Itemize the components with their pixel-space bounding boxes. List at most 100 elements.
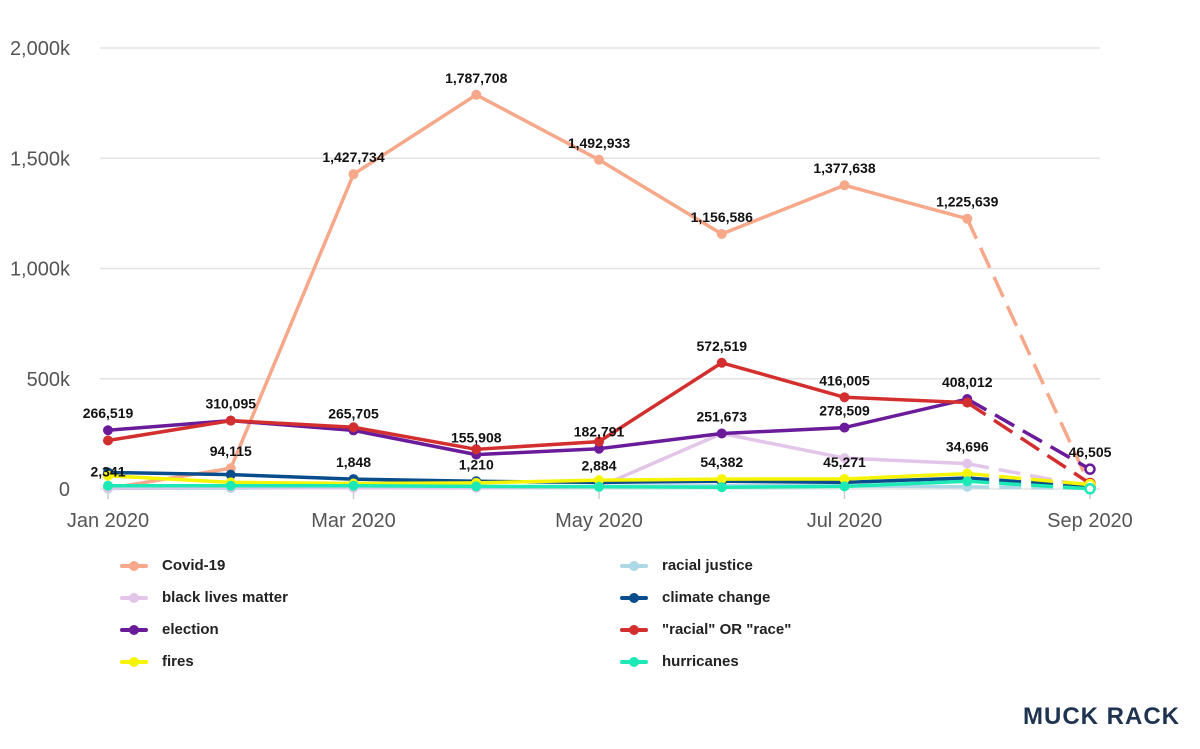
data-point[interactable] xyxy=(348,422,359,433)
series-line xyxy=(107,361,968,452)
legend-swatch xyxy=(620,560,648,571)
x-tick-label: Jan 2020 xyxy=(67,510,149,532)
data-label: 182,791 xyxy=(574,424,625,440)
y-tick-label: 1,500k xyxy=(10,148,71,170)
data-label: 54,382 xyxy=(700,454,743,470)
data-point[interactable] xyxy=(716,428,727,439)
muck-rack-logo: MUCK RACK xyxy=(1023,703,1180,730)
data-point[interactable] xyxy=(103,470,113,481)
y-tick-label: 2,000k xyxy=(10,38,71,60)
series-line xyxy=(107,471,968,486)
data-label: 94,115 xyxy=(210,443,252,459)
data-label: 408,012 xyxy=(942,374,993,390)
data-label: 155,908 xyxy=(451,430,502,446)
series-lines xyxy=(103,89,1096,495)
data-label: 2,884 xyxy=(581,457,616,473)
data-point[interactable] xyxy=(225,415,236,426)
data-label: 572,519 xyxy=(696,338,747,354)
legend-item[interactable]: hurricanes xyxy=(620,651,920,672)
y-tick-label: 1,000k xyxy=(10,259,71,281)
series-6 xyxy=(103,468,1096,491)
data-label: 266,519 xyxy=(83,405,134,421)
series-forecast-line xyxy=(965,218,1092,487)
legend-label: "racial" OR "race" xyxy=(662,621,792,638)
legend-label: Covid-19 xyxy=(162,557,226,574)
legend-label: election xyxy=(162,621,219,638)
legend-swatch xyxy=(120,624,148,635)
legend-item[interactable]: election xyxy=(120,619,620,640)
legend-swatch xyxy=(620,592,648,603)
series-5 xyxy=(103,357,1096,490)
data-point[interactable] xyxy=(839,392,850,403)
data-point[interactable] xyxy=(839,180,850,191)
data-point[interactable] xyxy=(103,425,113,436)
legend-swatch xyxy=(620,624,648,635)
data-label: 310,095 xyxy=(205,396,256,412)
data-point[interactable] xyxy=(594,436,604,447)
legend-item[interactable]: racial justice xyxy=(620,555,920,576)
data-label: 1,848 xyxy=(336,454,371,470)
legend-label: black lives matter xyxy=(162,589,288,606)
series-forecast-line xyxy=(967,471,1091,487)
data-point[interactable] xyxy=(839,481,850,492)
data-label: 251,673 xyxy=(696,409,747,425)
y-tick-label: 0 xyxy=(59,479,70,501)
x-tick-label: May 2020 xyxy=(555,510,643,532)
data-label: 1,225,639 xyxy=(936,194,998,210)
x-tick-label: Sep 2020 xyxy=(1047,510,1133,532)
legend-item[interactable]: "racial" OR "race" xyxy=(620,619,920,640)
legend-item[interactable]: climate change xyxy=(620,587,920,608)
data-label: 1,787,708 xyxy=(445,70,507,86)
data-label: 1,377,638 xyxy=(813,160,875,176)
data-point[interactable] xyxy=(471,444,482,455)
data-point[interactable] xyxy=(348,480,359,491)
data-point[interactable] xyxy=(716,228,727,239)
data-point[interactable] xyxy=(348,169,359,180)
data-point[interactable] xyxy=(103,480,113,491)
data-point[interactable] xyxy=(716,474,727,485)
series-forecast-line xyxy=(966,401,1091,485)
x-tick-label: Jul 2020 xyxy=(807,510,883,532)
data-point[interactable] xyxy=(225,480,236,491)
data-point[interactable] xyxy=(839,453,850,464)
data-point[interactable] xyxy=(839,422,850,433)
legend-swatch xyxy=(120,592,148,603)
legend-item[interactable]: fires xyxy=(120,651,620,672)
series-7 xyxy=(103,476,1096,495)
data-point[interactable] xyxy=(962,476,973,487)
legend-label: hurricanes xyxy=(662,653,739,670)
data-point[interactable] xyxy=(594,154,604,165)
legend-item[interactable]: black lives matter xyxy=(120,587,620,608)
data-label: 278,509 xyxy=(819,403,870,419)
y-axis-ticks: 0 500k 1,000k 1,500k 2,000k xyxy=(10,38,71,501)
data-label: 416,005 xyxy=(819,372,870,388)
legend-label: racial justice xyxy=(662,557,753,574)
series-forecast-line xyxy=(966,397,1091,471)
legend-item[interactable]: Covid-19 xyxy=(120,555,620,576)
x-axis-ticks: Jan 2020 Mar 2020 May 2020 Jul 2020 Sep 2020 xyxy=(67,491,1133,532)
data-point[interactable] xyxy=(962,458,973,469)
data-point[interactable] xyxy=(716,357,727,368)
data-labels: 2,341 94,115 1,427,734 1,787,708 1,492,933 1,… xyxy=(83,70,1112,480)
series-forecast-line xyxy=(967,476,1091,489)
data-label: 45,271 xyxy=(823,454,866,470)
data-point[interactable] xyxy=(716,482,727,493)
legend-label: fires xyxy=(162,653,194,670)
data-point[interactable] xyxy=(471,481,482,492)
line-chart: 0 500k 1,000k 1,500k 2,000k Jan 2020 Mar 2020… xyxy=(10,38,1133,532)
data-point[interactable] xyxy=(1084,483,1096,495)
data-point[interactable] xyxy=(962,397,973,408)
data-label: 1,492,933 xyxy=(568,135,630,151)
data-point[interactable] xyxy=(594,481,604,492)
data-label: 1,427,734 xyxy=(322,149,384,165)
data-point[interactable] xyxy=(962,213,973,224)
data-point[interactable] xyxy=(103,435,113,446)
legend-label: climate change xyxy=(662,589,771,606)
data-point[interactable] xyxy=(471,89,482,100)
legend-swatch xyxy=(120,560,148,571)
data-label: 1,156,586 xyxy=(691,209,753,225)
legend-swatch xyxy=(120,656,148,667)
y-tick-label: 500k xyxy=(27,369,71,391)
legend-swatch xyxy=(620,656,648,667)
data-point[interactable] xyxy=(1084,463,1096,475)
